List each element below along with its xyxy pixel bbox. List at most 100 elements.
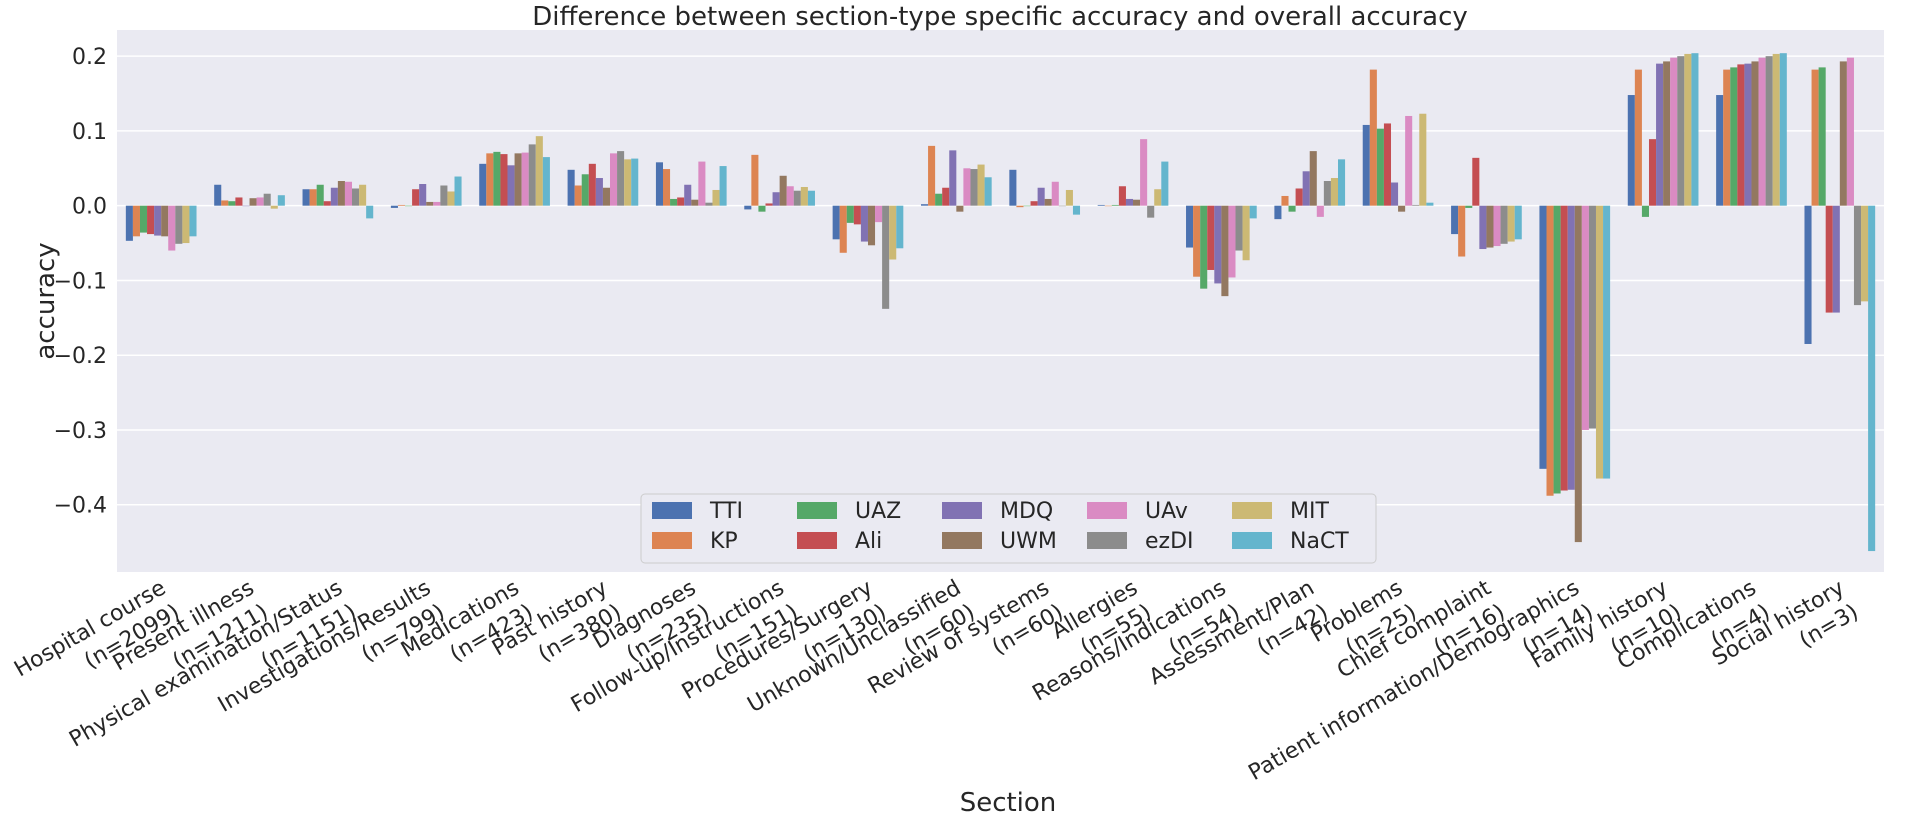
bar-nact-19 [1868,205,1876,552]
legend-label-uwm: UWM [1000,529,1057,554]
bar-tti-12 [1186,205,1194,248]
y-tick-label: −0.3 [54,419,107,444]
bar-ali-2 [323,201,331,206]
bar-uav-11 [1140,139,1148,206]
bar-ali-8 [853,205,861,225]
bar-kp-8 [839,205,847,253]
legend-swatch-ali [797,532,837,549]
legend-label-ali: Ali [855,529,882,554]
bar-ezdi-5 [617,151,625,206]
bar-ali-6 [677,197,685,206]
bar-ezdi-16 [1588,205,1596,429]
bar-kp-11 [1104,205,1112,207]
bar-uaz-16 [1553,205,1561,494]
bar-ali-9 [942,187,950,206]
bar-mit-17 [1684,53,1692,206]
bar-uwm-19 [1839,61,1847,206]
bar-uaz-6 [670,198,678,206]
bar-kp-9 [928,145,936,206]
bar-uaz-2 [316,184,324,206]
legend-swatch-kp [652,532,692,549]
bar-mit-6 [712,189,720,206]
legend-swatch-mdq [942,502,982,519]
bar-uaz-12 [1200,205,1208,289]
bar-kp-0 [132,205,140,237]
bar-mdq-3 [419,184,427,206]
y-tick-label: −0.4 [54,494,107,519]
legend-label-mdq: MDQ [1000,499,1053,524]
bar-uav-12 [1228,205,1236,278]
bar-ezdi-10 [1058,205,1066,207]
bar-uwm-15 [1486,205,1494,248]
bar-nact-6 [719,166,727,206]
bar-kp-4 [486,153,494,206]
bar-ali-15 [1472,157,1480,206]
legend-swatch-uav [1087,502,1127,519]
bar-uav-9 [963,168,971,206]
bar-mdq-11 [1125,198,1134,206]
bar-uaz-15 [1465,205,1473,208]
bar-ezdi-19 [1853,205,1862,306]
bar-mit-5 [624,159,632,206]
bar-ezdi-15 [1500,205,1508,244]
bar-ezdi-13 [1323,181,1331,206]
bar-kp-14 [1369,69,1377,206]
bar-nact-3 [454,176,462,206]
bar-uav-18 [1758,57,1766,206]
bar-kp-16 [1546,205,1554,496]
bar-kp-15 [1458,205,1466,257]
bar-mdq-14 [1391,182,1399,206]
bar-mdq-10 [1037,187,1045,206]
legend-label-uav: UAv [1145,499,1188,524]
bar-tti-19 [1804,205,1812,344]
bar-ali-1 [235,197,243,206]
bar-uwm-18 [1751,61,1759,206]
bar-ezdi-1 [263,193,271,206]
legend-swatch-uaz [797,502,837,519]
bar-kp-2 [309,189,317,206]
bar-uwm-4 [514,153,522,206]
y-tick-label: 0.1 [72,120,107,145]
bar-uaz-4 [493,151,501,206]
bar-ali-4 [500,154,508,206]
bar-mdq-12 [1214,205,1222,284]
bar-uaz-1 [228,201,236,206]
bar-mit-11 [1154,189,1162,206]
bar-uwm-12 [1221,205,1229,297]
bar-kp-1 [221,200,229,206]
y-axis-ticks: 0.2 0.1 0.0 −0.1 −0.2 −0.3 −0.4 [54,45,107,519]
bar-kp-19 [1811,69,1819,206]
bar-uav-3 [433,201,441,206]
bar-tti-5 [567,169,575,206]
bar-ezdi-11 [1147,205,1155,218]
bar-tti-10 [1009,169,1017,206]
bar-uav-19 [1846,57,1854,206]
bar-ezdi-4 [528,144,536,206]
bar-mdq-0 [154,205,162,236]
bar-mdq-8 [860,205,868,242]
bar-nact-5 [631,158,639,206]
bar-ali-0 [147,205,155,235]
bar-mit-7 [800,186,808,206]
legend-label-uaz: UAZ [855,499,901,524]
bar-tti-6 [655,162,663,206]
bar-uav-17 [1670,57,1678,206]
bar-mdq-17 [1656,63,1664,206]
bar-tti-9 [920,204,929,206]
legend-label-mit: MIT [1290,499,1329,524]
bar-tti-16 [1539,205,1547,469]
bar-mdq-7 [772,192,780,206]
bar-tti-7 [744,205,752,210]
bar-nact-11 [1161,161,1169,206]
legend-swatch-nact [1232,532,1272,549]
bar-uaz-14 [1376,128,1384,206]
bar-tti-1 [214,184,222,206]
bar-ezdi-12 [1235,205,1243,251]
legend: TTI KP UAZ Ali MDQ UWM UAv ezDI MIT NaCT [640,493,1377,564]
bar-ezdi-0 [175,205,183,244]
bar-nact-0 [189,205,197,237]
bar-uaz-8 [846,205,854,223]
chart-title: Difference between section-type specific… [532,2,1468,32]
bar-uwm-14 [1398,205,1406,212]
bar-ali-11 [1118,186,1126,206]
